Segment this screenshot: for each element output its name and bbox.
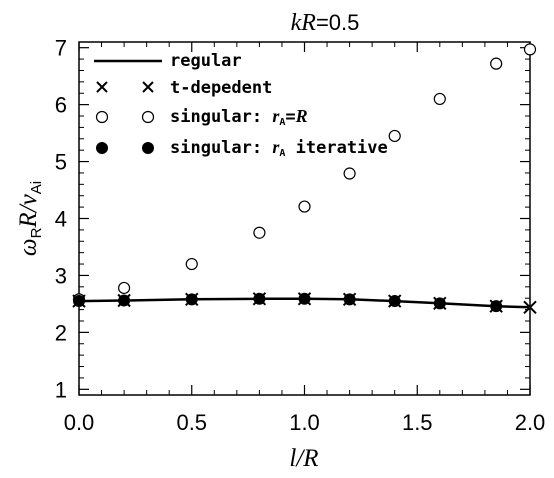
axis-ticks: 0.0 0.5 1.0 1.5 2.0 1 2 3 4 5 6 7 [55,36,546,435]
plot-frame [78,41,531,396]
x-tick-label: 1.0 [289,410,320,435]
singular-ra-iterative-point [343,293,356,306]
singular-ra-equals-r-point [490,57,503,70]
series-regular-line [78,297,531,309]
x-axis-title: l/R [289,445,318,472]
legend-symbol-t-depedent [96,81,154,93]
singular-ra-equals-r-point [433,92,446,106]
data-layer [72,43,537,315]
y-tick-label: 6 [55,93,67,118]
x-tick-label: 0.0 [64,410,95,435]
singular-ra-equals-r-point [343,167,356,180]
singular-ra-iterative-point [298,292,311,305]
y-tick-label: 2 [55,320,67,345]
y-tick-label: 5 [55,150,67,175]
singular-ra-equals-r-point [388,129,401,143]
y-axis-title: ωRR/vAi [15,181,45,256]
legend-symbol-singular-ra-iterative [96,142,154,154]
singular-ra-iterative-point [185,293,198,306]
singular-ra-equals-r-point [185,257,198,271]
y-tick-label: 1 [55,377,67,402]
y-tick-label: 3 [55,263,67,288]
singular-ra-iterative-point [388,295,401,308]
legend-label-t-depedent: t-depedent [170,78,272,98]
singular-ra-equals-r-point [253,226,266,239]
legend: regular t-depedent singular: rA=R singul… [94,51,388,159]
singular-ra-equals-r-point [298,200,311,213]
singular-ra-iterative-point [490,300,503,313]
legend-symbol-singular-ra-equals-r [95,110,155,124]
y-tick-label: 4 [55,207,67,232]
singular-ra-iterative-point [253,292,266,305]
singular-ra-iterative-point [118,294,131,307]
x-tick-label: 1.5 [402,410,433,435]
chart-title: kR=0.5 [291,10,360,36]
singular-ra-iterative-point [433,297,446,310]
singular-ra-iterative-point [73,295,85,308]
y-tick-label: 7 [55,36,67,61]
singular-ra-equals-r-point [523,43,537,56]
legend-label-singular-ra-equals-r: singular: rA=R [170,106,308,128]
x-tick-label: 2.0 [515,410,546,435]
legend-label-regular: regular [170,51,242,71]
x-tick-label: 0.5 [176,410,207,435]
singular-ra-equals-r-point [117,281,131,295]
legend-label-singular-ra-iterative: singular: rA iterative [170,137,388,159]
t-depedent-point [523,300,537,315]
